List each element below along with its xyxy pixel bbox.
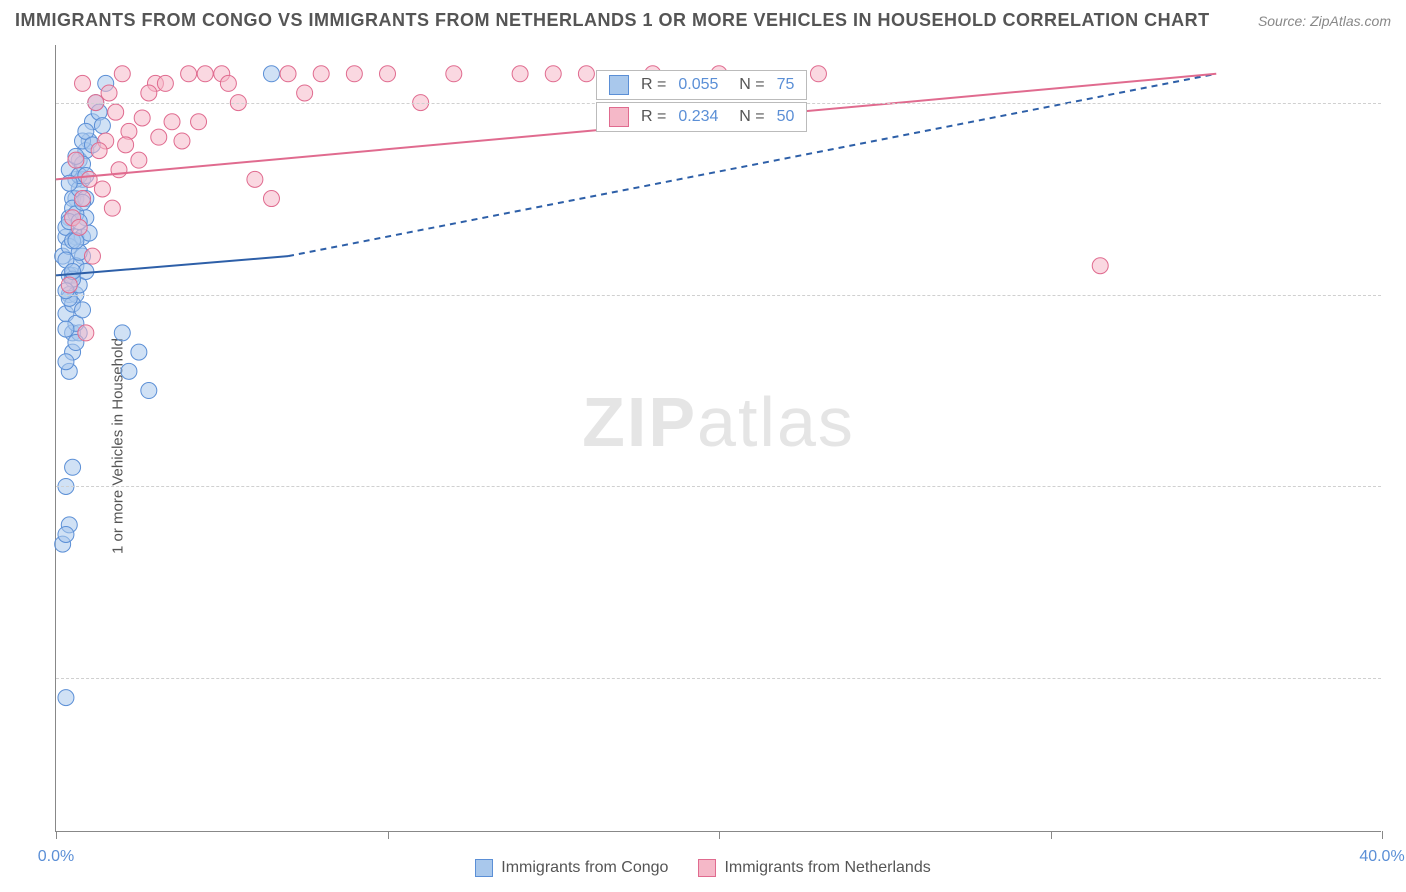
stat-n-label: N =	[730, 108, 764, 126]
scatter-point	[75, 191, 91, 207]
scatter-point	[121, 363, 137, 379]
stats-box: R = 0.234 N = 50	[596, 102, 807, 132]
stat-r-label: R =	[641, 76, 666, 94]
scatter-point	[114, 325, 130, 341]
scatter-point	[68, 152, 84, 168]
legend-label: Immigrants from Congo	[501, 859, 668, 877]
scatter-point	[297, 85, 313, 101]
scatter-point	[181, 66, 197, 82]
legend-item: Immigrants from Netherlands	[698, 859, 930, 877]
legend-swatch	[475, 859, 493, 877]
chart-title: IMMIGRANTS FROM CONGO VS IMMIGRANTS FROM…	[15, 10, 1210, 31]
scatter-point	[263, 191, 279, 207]
scatter-point	[58, 690, 74, 706]
gridline-h	[56, 486, 1381, 487]
scatter-point	[313, 66, 329, 82]
scatter-point	[101, 85, 117, 101]
source-label: Source: ZipAtlas.com	[1258, 13, 1391, 29]
chart-plot-area: ZIPatlas 70.0%80.0%90.0%100.0%0.0%40.0%R…	[55, 45, 1381, 832]
scatter-point	[512, 66, 528, 82]
scatter-point	[545, 66, 561, 82]
scatter-point	[220, 75, 236, 91]
scatter-point	[75, 75, 91, 91]
stat-r-value: 0.055	[678, 76, 718, 94]
scatter-point	[94, 181, 110, 197]
xtick	[56, 831, 57, 839]
scatter-point	[108, 104, 124, 120]
scatter-point	[810, 66, 826, 82]
scatter-point	[578, 66, 594, 82]
legend-swatch	[698, 859, 716, 877]
stats-swatch	[609, 107, 629, 127]
scatter-point	[197, 66, 213, 82]
scatter-point	[78, 325, 94, 341]
scatter-point	[151, 129, 167, 145]
scatter-point	[141, 383, 157, 399]
scatter-point	[131, 152, 147, 168]
gridline-h	[56, 678, 1381, 679]
scatter-point	[174, 133, 190, 149]
stats-swatch	[609, 75, 629, 95]
scatter-point	[118, 137, 134, 153]
scatter-point	[75, 302, 91, 318]
scatter-point	[58, 526, 74, 542]
scatter-point	[1092, 258, 1108, 274]
chart-header: IMMIGRANTS FROM CONGO VS IMMIGRANTS FROM…	[15, 10, 1391, 31]
legend-item: Immigrants from Congo	[475, 859, 668, 877]
scatter-point	[114, 66, 130, 82]
scatter-point	[280, 66, 296, 82]
stat-n-value: 50	[777, 108, 795, 126]
scatter-point	[141, 85, 157, 101]
scatter-point	[164, 114, 180, 130]
scatter-point	[380, 66, 396, 82]
ytick-label: 90.0%	[1391, 286, 1406, 304]
xtick	[388, 831, 389, 839]
stat-r-value: 0.234	[678, 108, 718, 126]
xtick	[719, 831, 720, 839]
ytick-label: 70.0%	[1391, 669, 1406, 687]
xtick	[1051, 831, 1052, 839]
legend-label: Immigrants from Netherlands	[724, 859, 930, 877]
scatter-point	[65, 459, 81, 475]
stat-n-label: N =	[730, 76, 764, 94]
scatter-point	[247, 171, 263, 187]
x-axis-legend: Immigrants from Congo Immigrants from Net…	[0, 859, 1406, 877]
stats-box: R = 0.055 N = 75	[596, 70, 807, 100]
gridline-h	[56, 295, 1381, 296]
stat-n-value: 75	[777, 76, 795, 94]
scatter-point	[263, 66, 279, 82]
scatter-point	[84, 248, 100, 264]
scatter-point	[94, 118, 110, 134]
scatter-point	[134, 110, 150, 126]
scatter-point	[131, 344, 147, 360]
scatter-point	[81, 171, 97, 187]
scatter-svg	[56, 45, 1381, 831]
scatter-point	[91, 143, 107, 159]
scatter-point	[71, 219, 87, 235]
scatter-point	[61, 277, 77, 293]
stat-r-label: R =	[641, 108, 666, 126]
xtick	[1382, 831, 1383, 839]
scatter-point	[346, 66, 362, 82]
ytick-label: 80.0%	[1391, 477, 1406, 495]
scatter-point	[104, 200, 120, 216]
ytick-label: 100.0%	[1391, 94, 1406, 112]
scatter-point	[111, 162, 127, 178]
scatter-point	[58, 354, 74, 370]
scatter-point	[446, 66, 462, 82]
scatter-point	[157, 75, 173, 91]
scatter-point	[58, 321, 74, 337]
scatter-point	[191, 114, 207, 130]
